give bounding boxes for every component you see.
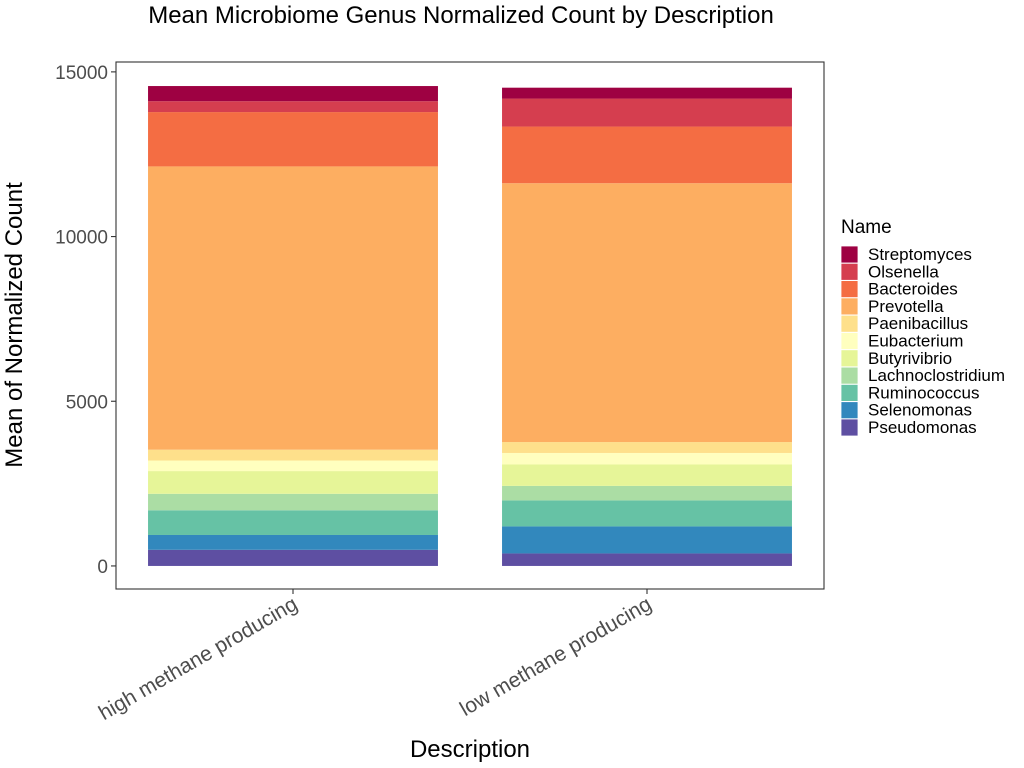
legend-item-label: Ruminococcus	[868, 383, 980, 402]
bar-segment-pseudomonas	[148, 549, 438, 566]
legend-item-label: Eubacterium	[868, 332, 963, 351]
legend-title: Name	[841, 217, 892, 238]
legend-swatch	[840, 280, 859, 299]
bar-segment-paenibacillus	[148, 449, 438, 461]
legend-swatch	[840, 418, 859, 437]
bar-segment-lachnoclostridium	[148, 493, 438, 511]
legend-item-label: Lachnoclostridium	[868, 366, 1005, 385]
legend: Name StreptomycesOlsenellaBacteroidesPre…	[840, 217, 1005, 437]
bar-segment-olsenella	[502, 98, 792, 127]
bar-segment-eubacterium	[502, 452, 792, 465]
bar-segment-butyrivibrio	[502, 464, 792, 486]
legend-item-label: Paenibacillus	[868, 314, 968, 333]
legend-swatch	[840, 314, 859, 333]
bar-segment-eubacterium	[148, 460, 438, 472]
y-tick-label: 5000	[66, 392, 108, 413]
legend-item-label: Pseudomonas	[868, 418, 977, 437]
legend-swatch	[840, 349, 859, 368]
legend-swatch	[840, 366, 859, 385]
y-tick-label: 0	[97, 557, 108, 578]
legend-item-label: Streptomyces	[868, 245, 972, 264]
x-tick-label: low methane producing	[456, 592, 656, 720]
legend-swatch	[840, 401, 859, 420]
legend-item-label: Selenomonas	[868, 401, 972, 420]
y-tick-label: 10000	[55, 228, 108, 249]
chart-title: Mean Microbiome Genus Normalized Count b…	[148, 2, 774, 29]
bar-segment-selenomonas	[502, 526, 792, 554]
legend-item-label: Butyrivibrio	[868, 349, 952, 368]
legend-item-label: Olsenella	[868, 262, 939, 281]
x-axis: high methane producing low methane produc…	[95, 589, 656, 725]
bar-segment-olsenella	[148, 101, 438, 113]
y-axis-title: Mean of Normalized Count	[1, 182, 28, 468]
bar-segment-lachnoclostridium	[502, 485, 792, 501]
bar-segment-bacteroides	[148, 112, 438, 167]
legend-item-label: Prevotella	[868, 297, 944, 316]
legend-swatch	[840, 262, 859, 281]
bar-segment-ruminococcus	[148, 510, 438, 535]
bar-segment-paenibacillus	[502, 442, 792, 453]
legend-item-label: Bacteroides	[868, 280, 958, 299]
y-tick-label: 15000	[55, 63, 108, 84]
legend-swatch	[840, 383, 859, 402]
bar-segment-pseudomonas	[502, 553, 792, 566]
bar-segment-streptomyces	[502, 87, 792, 99]
bar-segment-streptomyces	[148, 86, 438, 102]
y-axis: 0 5000 10000 15000	[55, 63, 116, 578]
bar-segment-prevotella	[148, 166, 438, 450]
bar-segment-butyrivibrio	[148, 471, 438, 494]
bar-segment-prevotella	[502, 183, 792, 443]
x-tick-label: high methane producing	[95, 592, 302, 725]
bar-segment-bacteroides	[502, 126, 792, 184]
bars-group	[148, 86, 792, 566]
bar-segment-selenomonas	[148, 534, 438, 550]
legend-swatch	[840, 332, 859, 350]
plot-area: 0 5000 10000 15000 high methane producing lo…	[55, 61, 825, 725]
bar-segment-ruminococcus	[502, 500, 792, 527]
legend-swatch	[840, 297, 859, 316]
legend-swatch	[840, 245, 859, 264]
x-axis-title: Description	[410, 736, 530, 763]
